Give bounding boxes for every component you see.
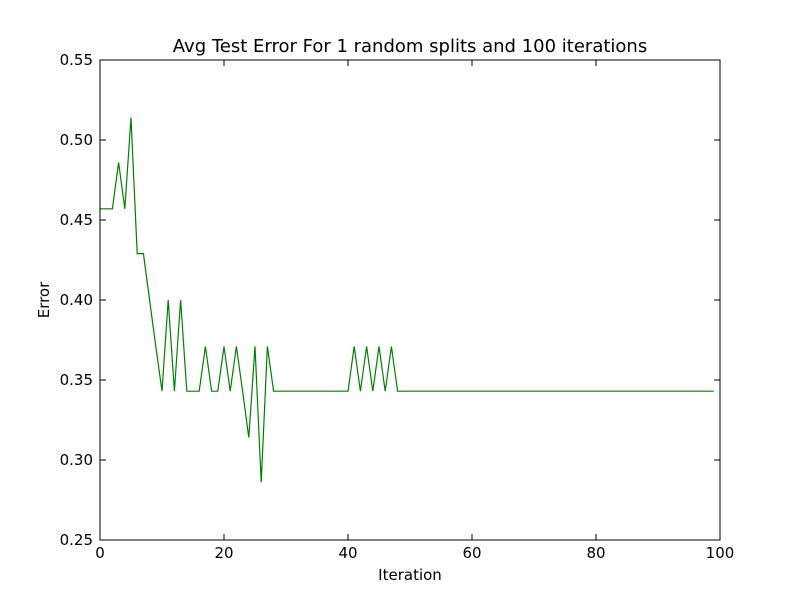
- x-tick-label-4: 80: [586, 544, 605, 562]
- y-tick-label-3: 0.40: [60, 291, 93, 309]
- chart-title: Avg Test Error For 1 random splits and 1…: [173, 36, 647, 57]
- x-tick-label-1: 20: [214, 544, 233, 562]
- series-line-0: [100, 117, 714, 483]
- y-tick-label-0: 0.25: [60, 531, 93, 549]
- y-tick-label-1: 0.30: [60, 451, 93, 469]
- x-tick-label-0: 0: [95, 544, 105, 562]
- x-axis-label: Iteration: [378, 566, 442, 584]
- y-axis-label: Error: [35, 281, 53, 318]
- x-tick-label-3: 60: [462, 544, 481, 562]
- x-tick-label-2: 40: [338, 544, 357, 562]
- y-axis: 0.25 0.30 0.35 0.40 0.45 0.50 0.55: [60, 51, 720, 549]
- x-tick-label-5: 100: [706, 544, 735, 562]
- y-tick-label-2: 0.35: [60, 371, 93, 389]
- x-axis: 0 20 40 60 80 100: [95, 60, 734, 562]
- y-tick-label-6: 0.55: [60, 51, 93, 69]
- y-tick-label-4: 0.45: [60, 211, 93, 229]
- y-tick-label-5: 0.50: [60, 131, 93, 149]
- plot-series: [100, 117, 714, 483]
